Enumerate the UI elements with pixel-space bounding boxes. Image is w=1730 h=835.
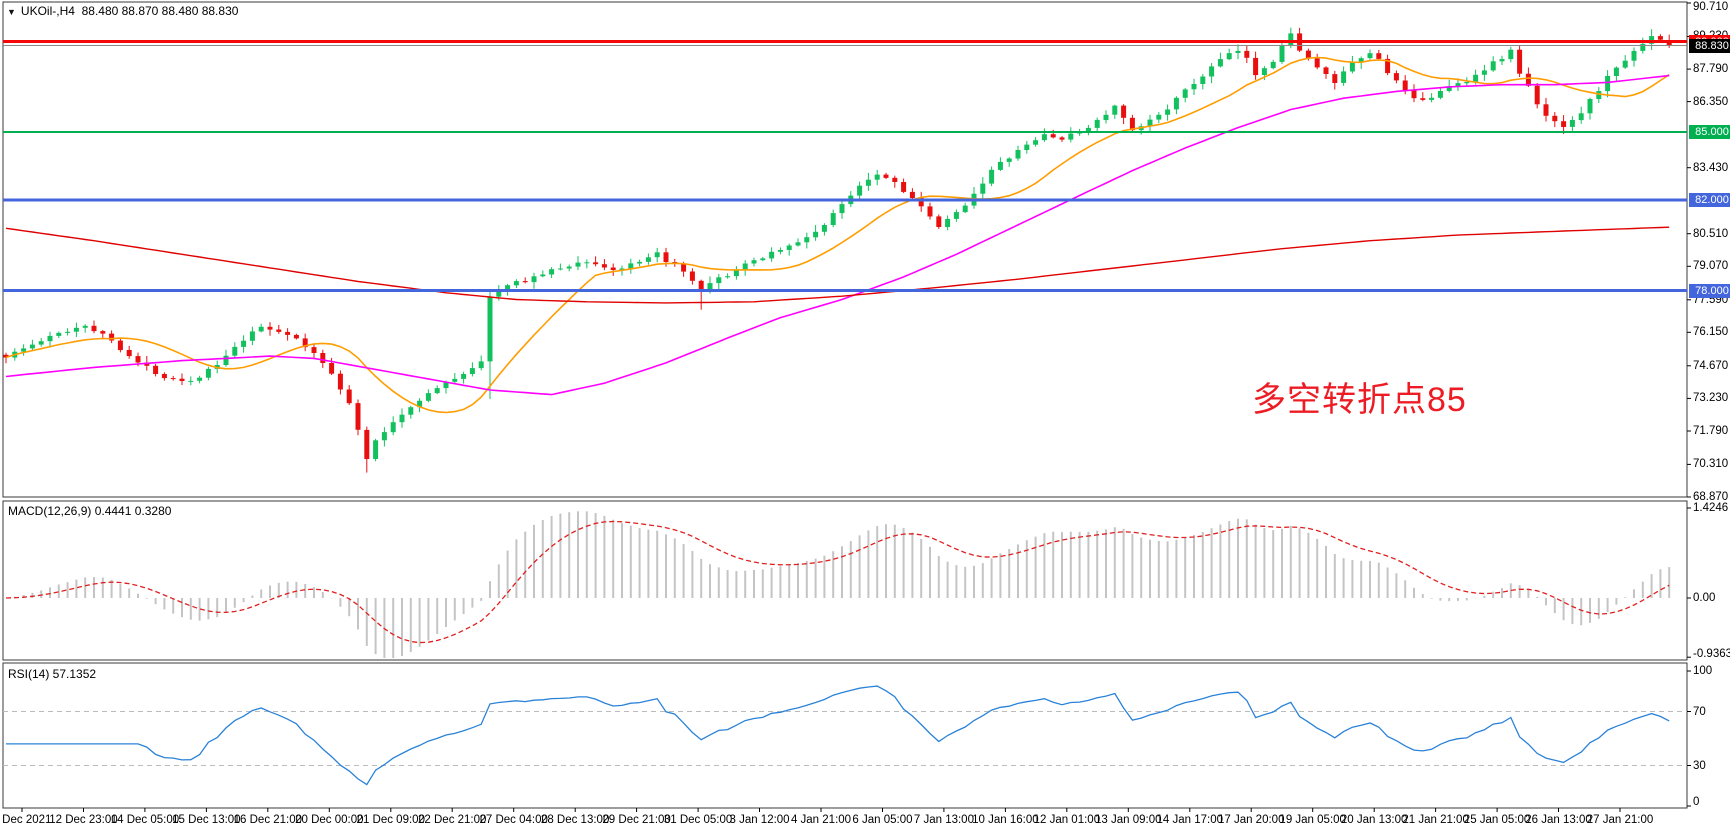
price-tick-label: 74.670 <box>1693 359 1729 372</box>
price-tick-label: 79.070 <box>1693 260 1729 273</box>
panel-border-1[interactable] <box>2 500 1688 661</box>
chart-annotation-text: 多空转折点85 <box>1252 381 1467 419</box>
price-tick-label: 83.430 <box>1693 161 1729 174</box>
rsi-tick-label: 70 <box>1693 705 1706 718</box>
price-level-badge: 82.000 <box>1689 193 1730 208</box>
macd-histogram <box>13 511 1671 658</box>
time-tick-label: 13 Jan 09:00 <box>1095 814 1162 826</box>
price-tick-label: 70.310 <box>1693 458 1729 471</box>
time-tick-label: 9 Dec 2021 <box>0 814 52 826</box>
time-tick-label: 21 Jan 21:00 <box>1402 814 1469 826</box>
macd-tick-label: 1.4246 <box>1693 502 1729 514</box>
price-tick-label: 68.870 <box>1693 491 1729 504</box>
time-tick-label: 4 Jan 21:00 <box>790 814 852 826</box>
rsi-tick-label: 30 <box>1693 759 1706 772</box>
time-tick-label: 28 Dec 13:00 <box>540 814 610 826</box>
macd-tick-label: -0.9363 <box>1693 648 1730 660</box>
time-tick-label: 10 Jan 16:00 <box>972 814 1039 826</box>
time-tick-label: 17 Jan 20:00 <box>1217 814 1285 826</box>
macd-signal-line <box>5 520 1670 644</box>
time-tick-label: 21 Dec 09:00 <box>356 814 425 826</box>
time-tick-label: 31 Dec 05:00 <box>663 814 733 826</box>
price-tick-label: 73.230 <box>1693 392 1729 405</box>
price-tick-label: 80.510 <box>1693 227 1729 240</box>
time-tick-label: 19 Jan 05:00 <box>1279 814 1346 826</box>
time-tick-label: 6 Jan 05:00 <box>852 814 913 826</box>
fast-ma <box>5 56 1670 414</box>
price-tick-label: 71.790 <box>1693 424 1729 437</box>
price-level-badge: 88.830 <box>1689 38 1730 53</box>
time-tick-label: 20 Dec 00:00 <box>295 814 364 826</box>
time-tick-label: 25 Jan 05:00 <box>1463 814 1531 826</box>
panel-border-0[interactable] <box>2 1 1688 498</box>
slow-ma <box>5 226 1670 304</box>
time-tick-label: 16 Dec 21:00 <box>233 814 303 826</box>
time-tick-label: 27 Dec 04:00 <box>479 814 548 826</box>
time-tick-label: 15 Dec 13:00 <box>172 814 241 826</box>
price-tick-label: 76.150 <box>1693 326 1729 339</box>
macd-tick-label: 0.00 <box>1693 592 1716 604</box>
rsi-tick-label: 100 <box>1693 665 1713 677</box>
time-tick-label: 22 Dec 21:00 <box>418 814 487 826</box>
mid-ma <box>5 74 1670 396</box>
time-tick-label: 7 Jan 13:00 <box>913 814 974 826</box>
price-tick-label: 87.790 <box>1693 63 1729 76</box>
panel-border-2[interactable] <box>2 662 1688 809</box>
rsi-line <box>6 685 1670 786</box>
time-tick-label: 29 Dec 21:00 <box>602 814 671 826</box>
price-tick-label: 90.710 <box>1693 1 1729 13</box>
rsi-indicator-label: RSI(14) 57.1352 <box>8 667 97 681</box>
time-tick-label: 26 Jan 13:00 <box>1525 814 1592 826</box>
macd-indicator-label: MACD(12,26,9) 0.4441 0.3280 <box>8 504 172 518</box>
chart-title: ▼ UKOil-,H4 88.480 88.870 88.480 88.830 <box>7 4 238 18</box>
time-tick-label: 20 Jan 13:00 <box>1340 814 1408 826</box>
candlestick-series <box>3 27 1672 473</box>
chart-title-text: UKOil-,H4 88.480 88.870 88.480 88.830 <box>20 4 239 18</box>
time-tick-label: 3 Jan 12:00 <box>729 814 790 826</box>
time-tick-label: 12 Jan 01:00 <box>1033 814 1101 826</box>
price-tick-label: 86.350 <box>1693 95 1729 108</box>
price-level-badge: 78.000 <box>1689 283 1730 298</box>
time-tick-label: 12 Dec 23:00 <box>49 814 118 826</box>
time-tick-label: 14 Jan 17:00 <box>1156 814 1224 826</box>
symbol-collapse-icon[interactable]: ▼ <box>7 7 16 17</box>
rsi-tick-label: 0 <box>1693 796 1700 808</box>
price-level-badge: 85.000 <box>1689 125 1730 140</box>
time-tick-label: 27 Jan 21:00 <box>1586 814 1654 826</box>
time-tick-label: 14 Dec 05:00 <box>110 814 180 826</box>
